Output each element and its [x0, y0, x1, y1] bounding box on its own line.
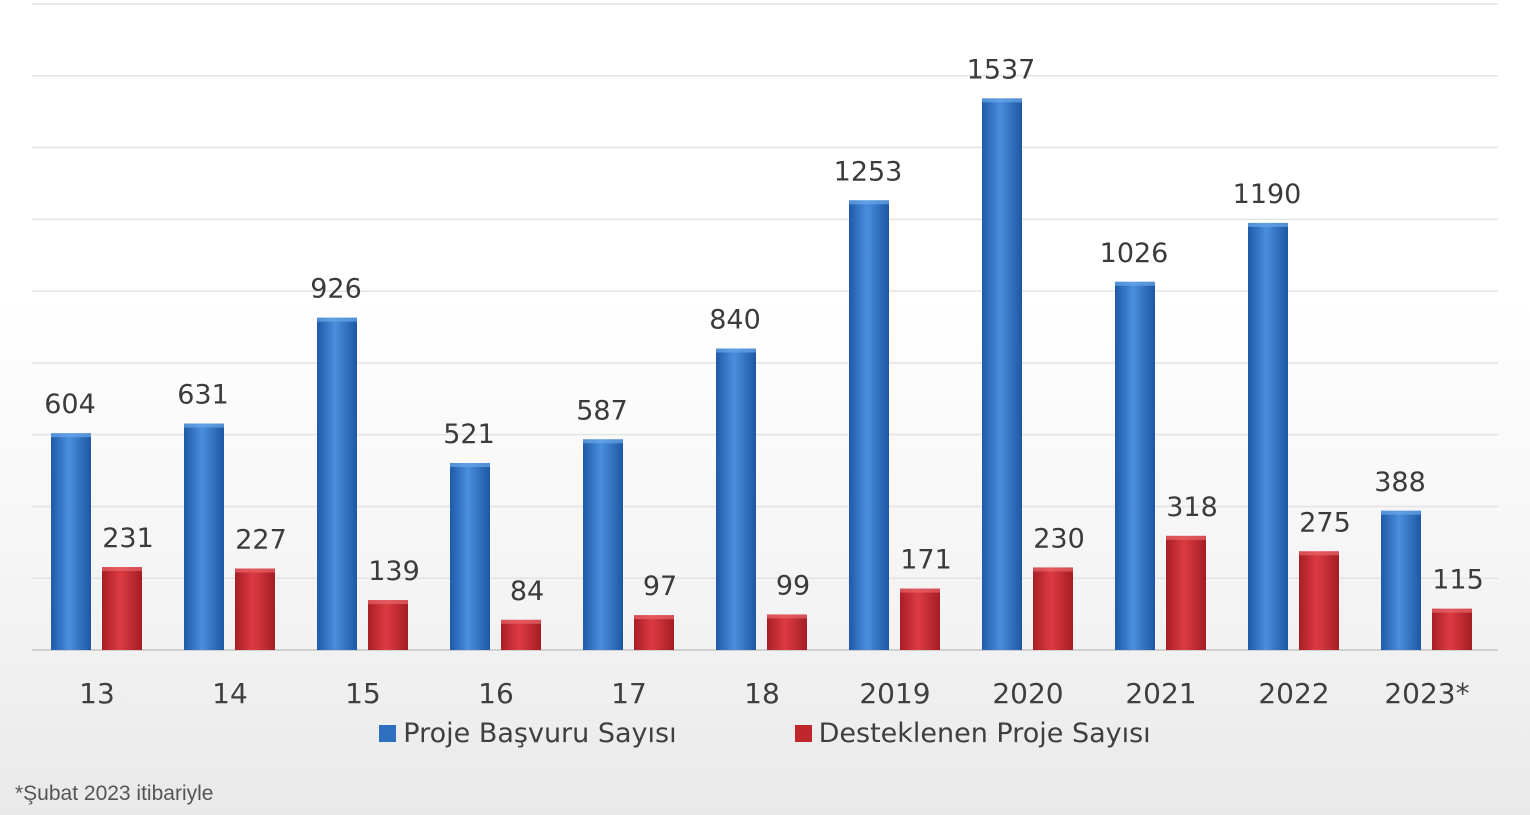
data-label-applications-2022: 1190	[1233, 179, 1302, 210]
bar-top-highlight	[849, 200, 889, 205]
bar-supported-14	[235, 568, 275, 650]
data-label-applications-17: 587	[576, 395, 628, 426]
x-tick-label-2023*: 2023*	[1384, 677, 1469, 710]
x-tick-label-2019: 2019	[859, 677, 930, 710]
x-tick-label-18: 18	[744, 677, 780, 710]
x-tick-label-14: 14	[212, 677, 248, 710]
bar-applications-2019	[849, 200, 889, 650]
bar-top-highlight	[1299, 551, 1339, 556]
bar-applications-17	[583, 439, 623, 650]
data-label-supported-2023*: 115	[1432, 565, 1484, 596]
data-label-applications-2020: 1537	[967, 54, 1036, 85]
bar-supported-13	[102, 567, 142, 650]
gridlines	[32, 3, 1498, 651]
bar-top-highlight	[184, 423, 224, 428]
data-label-supported-17: 97	[643, 571, 677, 602]
legend-label-applications: Proje Başvuru Sayısı	[403, 717, 677, 749]
bar-applications-2022	[1248, 222, 1288, 650]
bar-top-highlight	[51, 433, 91, 438]
legend-item-supported: Desteklenen Proje Sayısı	[794, 717, 1151, 749]
bar-applications-2023*	[1381, 510, 1421, 650]
bar-applications-18	[716, 348, 756, 650]
bar-top-highlight	[1381, 510, 1421, 515]
bar-supported-2020	[1033, 567, 1073, 650]
data-label-supported-16: 84	[510, 576, 544, 607]
data-labels: 604 231 631 227 926 139 521 84 587 97 840 99 1253 171…	[44, 54, 1484, 606]
bar-supported-2022	[1299, 551, 1339, 650]
data-label-supported-2021: 318	[1166, 492, 1218, 523]
data-label-supported-2022: 275	[1299, 507, 1351, 538]
x-tick-label-2020: 2020	[992, 677, 1063, 710]
bar-applications-16	[450, 463, 490, 650]
data-label-supported-15: 139	[368, 556, 420, 587]
bar-top-highlight	[982, 98, 1022, 103]
bar-top-highlight	[1166, 535, 1206, 540]
bar-applications-2021	[1115, 281, 1155, 650]
bar-top-highlight	[1033, 567, 1073, 572]
data-label-supported-2019: 171	[900, 545, 952, 576]
x-tick-label-2022: 2022	[1258, 677, 1329, 710]
bar-applications-13	[51, 433, 91, 650]
data-label-applications-2019: 1253	[834, 156, 903, 187]
bar-applications-14	[184, 423, 224, 650]
bar-top-highlight	[1115, 281, 1155, 286]
bar-applications-2020	[982, 98, 1022, 651]
legend-item-applications: Proje Başvuru Sayısı	[379, 717, 677, 749]
x-tick-label-13: 13	[79, 677, 115, 710]
bar-top-highlight	[102, 567, 142, 572]
bar-supported-2023*	[1432, 608, 1472, 650]
bar-supported-17	[634, 615, 674, 650]
footnote: *Şubat 2023 itibariyle	[15, 782, 214, 805]
bar-top-highlight	[235, 568, 275, 573]
bars	[51, 98, 1472, 651]
data-label-applications-18: 840	[709, 305, 761, 336]
data-label-applications-2023*: 388	[1374, 467, 1426, 498]
data-label-applications-16: 521	[443, 419, 495, 450]
x-axis-tick-labels: 13 14 15 16 17 18 2019 2020 2021 2022 2023*	[79, 677, 1469, 710]
bar-supported-18	[767, 614, 807, 650]
bar-top-highlight	[1248, 222, 1288, 227]
bar-applications-15	[317, 317, 357, 650]
data-label-applications-15: 926	[310, 274, 362, 305]
bar-top-highlight	[716, 348, 756, 353]
bar-top-highlight	[900, 588, 940, 593]
bar-top-highlight	[767, 614, 807, 619]
x-tick-label-15: 15	[345, 677, 381, 710]
bar-top-highlight	[1432, 608, 1472, 613]
data-label-supported-18: 99	[776, 570, 810, 601]
x-tick-label-2021: 2021	[1125, 677, 1196, 710]
bar-top-highlight	[450, 463, 490, 468]
bar-top-highlight	[317, 317, 357, 322]
bar-top-highlight	[368, 600, 408, 605]
bar-supported-2021	[1166, 535, 1206, 650]
bar-top-highlight	[501, 619, 541, 624]
bar-top-highlight	[583, 439, 623, 444]
data-label-supported-14: 227	[235, 525, 287, 556]
legend-label-supported: Desteklenen Proje Sayısı	[818, 717, 1151, 749]
data-label-applications-13: 604	[44, 389, 96, 420]
legend-swatch-blue	[379, 724, 397, 742]
legend: Proje Başvuru Sayısı Desteklenen Proje S…	[0, 713, 1530, 753]
x-tick-label-17: 17	[611, 677, 647, 710]
bar-supported-15	[368, 600, 408, 650]
data-label-applications-2021: 1026	[1100, 238, 1169, 269]
data-label-supported-2020: 230	[1033, 523, 1085, 554]
data-label-supported-13: 231	[102, 523, 154, 554]
bar-supported-2019	[900, 588, 940, 650]
legend-swatch-red	[794, 724, 812, 742]
x-tick-label-16: 16	[478, 677, 514, 710]
data-label-applications-14: 631	[177, 380, 229, 411]
bar-top-highlight	[634, 615, 674, 620]
bar-supported-16	[501, 619, 541, 650]
